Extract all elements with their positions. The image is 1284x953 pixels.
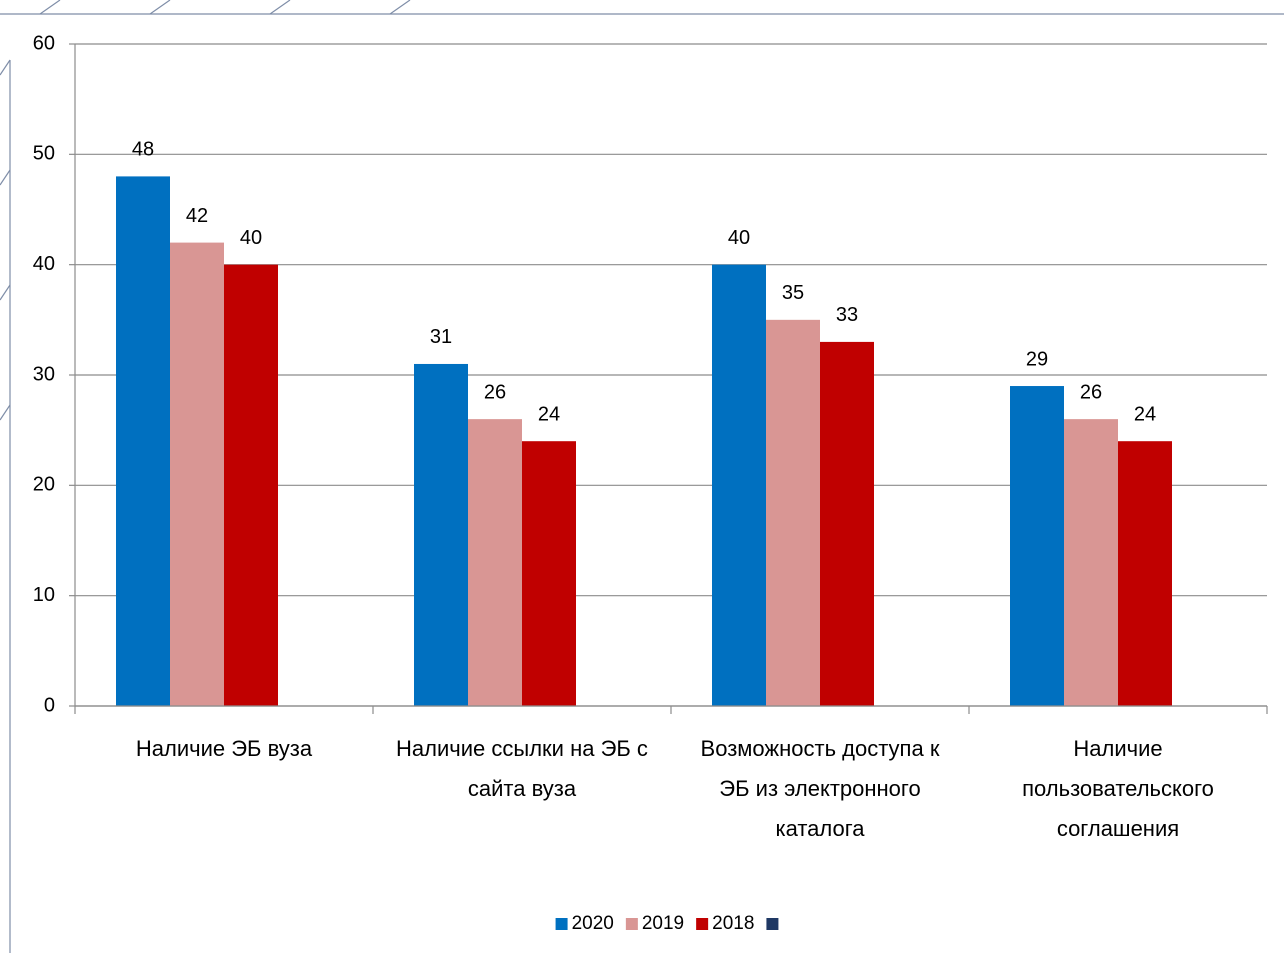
x-tick-label: Возможность доступа к ЭБ из электронного к… — [701, 736, 940, 841]
bar — [1064, 419, 1118, 706]
legend-label: 2018 — [712, 913, 754, 934]
legend-label: 2020 — [572, 913, 614, 934]
y-tick-label: 20 — [33, 474, 55, 496]
y-tick-label: 10 — [33, 584, 55, 606]
data-label: 48 — [132, 139, 154, 161]
bar — [766, 319, 820, 706]
bar — [468, 419, 522, 706]
data-label: 35 — [782, 282, 804, 304]
bar — [170, 242, 224, 706]
bar — [224, 264, 278, 706]
data-label: 26 — [1080, 381, 1102, 403]
x-tick-label: Наличие пользовательского соглашения — [1022, 736, 1214, 841]
legend-label: 2019 — [642, 913, 684, 934]
y-tick-label: 50 — [33, 143, 55, 165]
legend: 2020 2019 2018 — [555, 913, 779, 934]
bar — [522, 441, 576, 706]
data-label: 26 — [484, 381, 506, 403]
data-label: 24 — [1134, 403, 1156, 425]
data-label: 31 — [430, 326, 452, 348]
x-tick-label-line: Наличие ссылки на ЭБ с — [396, 736, 648, 761]
x-tick-label-line: каталога — [775, 816, 865, 841]
data-label: 40 — [728, 227, 750, 249]
x-tick-label-line: ЭБ из электронного — [719, 776, 920, 801]
bar — [1010, 386, 1064, 706]
legend-swatch — [555, 918, 568, 930]
bar — [820, 341, 874, 706]
y-tick-label: 60 — [33, 32, 55, 54]
x-tick-label: Наличие ссылки на ЭБ с сайта вуза — [396, 736, 648, 801]
x-tick-label-line: Возможность доступа к — [701, 736, 940, 761]
x-tick-label-line: Наличие ЭБ вуза — [136, 736, 313, 761]
legend-swatch — [696, 918, 709, 930]
legend-swatch — [625, 918, 638, 930]
x-tick-label-line: Наличие — [1073, 736, 1162, 761]
x-tick-label-line: сайта вуза — [468, 776, 577, 801]
bar — [712, 264, 766, 706]
data-label: 29 — [1026, 348, 1048, 370]
y-tick-label: 30 — [33, 363, 55, 385]
x-tick-label-line: пользовательского — [1022, 776, 1214, 801]
data-label: 33 — [836, 304, 858, 326]
bar — [116, 176, 170, 706]
data-label: 24 — [538, 403, 560, 425]
y-tick-label: 40 — [33, 253, 55, 275]
bar — [1118, 441, 1172, 706]
legend-swatch — [766, 918, 779, 930]
x-tick-label-line: соглашения — [1057, 816, 1179, 841]
y-tick-label: 0 — [44, 694, 55, 716]
data-label: 42 — [186, 205, 208, 227]
data-label: 40 — [240, 227, 262, 249]
bar — [414, 363, 468, 706]
x-tick-label: Наличие ЭБ вуза — [136, 736, 313, 761]
